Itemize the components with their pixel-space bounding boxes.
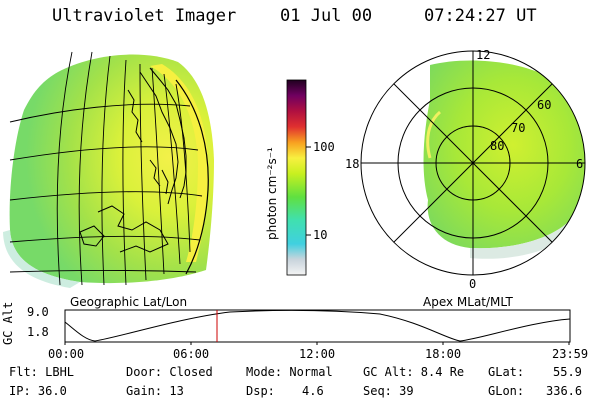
altitude-ytick-low: 1.8 (27, 325, 49, 339)
color-scale-bar (286, 79, 311, 276)
polar-aurora-emission (423, 60, 585, 249)
geographic-image (3, 51, 215, 288)
polar-grid (360, 50, 586, 276)
gc-alt-status: GC Alt: 8.4 Re (363, 365, 465, 379)
altitude-plot (64, 309, 571, 345)
altitude-ylabel: GC Alt (1, 301, 15, 345)
gain-status: Gain: 13 (126, 384, 184, 398)
time-tick-0000: 00:00 (48, 347, 85, 361)
polar-arc (426, 110, 442, 159)
colorbar-tick-10: 10 (313, 228, 328, 242)
colorbar-tick-100: 100 (313, 140, 335, 154)
time-tick-1200: 12:00 (299, 347, 336, 361)
mlt-label-0: 0 (469, 277, 477, 291)
mlat-label-60: 60 (537, 98, 552, 112)
left-faint-fringe (3, 230, 80, 288)
earth-limb (175, 79, 209, 275)
door-status: Door: Closed (126, 365, 213, 379)
time-tick-2359: 23:59 (552, 347, 589, 361)
colorbar-unit-label: photon cm⁻²s⁻¹ (265, 147, 279, 240)
glat-label: GLat: (488, 365, 525, 379)
polar-faint-edge (470, 215, 580, 259)
dsp-label: Dsp: (246, 384, 275, 398)
instrument-title: Ultraviolet Imager (52, 6, 237, 26)
time-label: 07:24:27 UT (424, 6, 537, 26)
ip-status: IP: 36.0 (9, 384, 67, 398)
altitude-ytick-high: 9.0 (27, 305, 49, 319)
glon-label: GLon: (488, 384, 525, 398)
mlat-label-80: 80 (490, 139, 505, 153)
left-bright-limb (150, 64, 208, 262)
time-tick-0600: 06:00 (173, 347, 210, 361)
glat-value: 55.9 (553, 365, 582, 379)
geo-grid (9, 51, 203, 286)
time-tick-1800: 18:00 (425, 347, 462, 361)
filter-status: Flt: LBHL (9, 365, 75, 379)
altitude-curve (64, 309, 571, 342)
left-projection-label: Geographic Lat/Lon (70, 295, 188, 309)
dsp-value: 4.6 (302, 384, 324, 398)
mlt-label-6: 6 (576, 157, 584, 171)
seq-status: Seq: 39 (363, 384, 414, 398)
mode-status: Mode: Normal (246, 365, 333, 379)
glon-value: 336.6 (546, 384, 583, 398)
mlt-label-18: 18 (345, 157, 360, 171)
apex-polar-plot (360, 50, 586, 276)
mlt-label-12: 12 (476, 48, 491, 62)
date-label: 01 Jul 00 (280, 6, 373, 26)
right-projection-label: Apex MLat/MLT (423, 295, 513, 309)
mlat-label-70: 70 (511, 121, 526, 135)
